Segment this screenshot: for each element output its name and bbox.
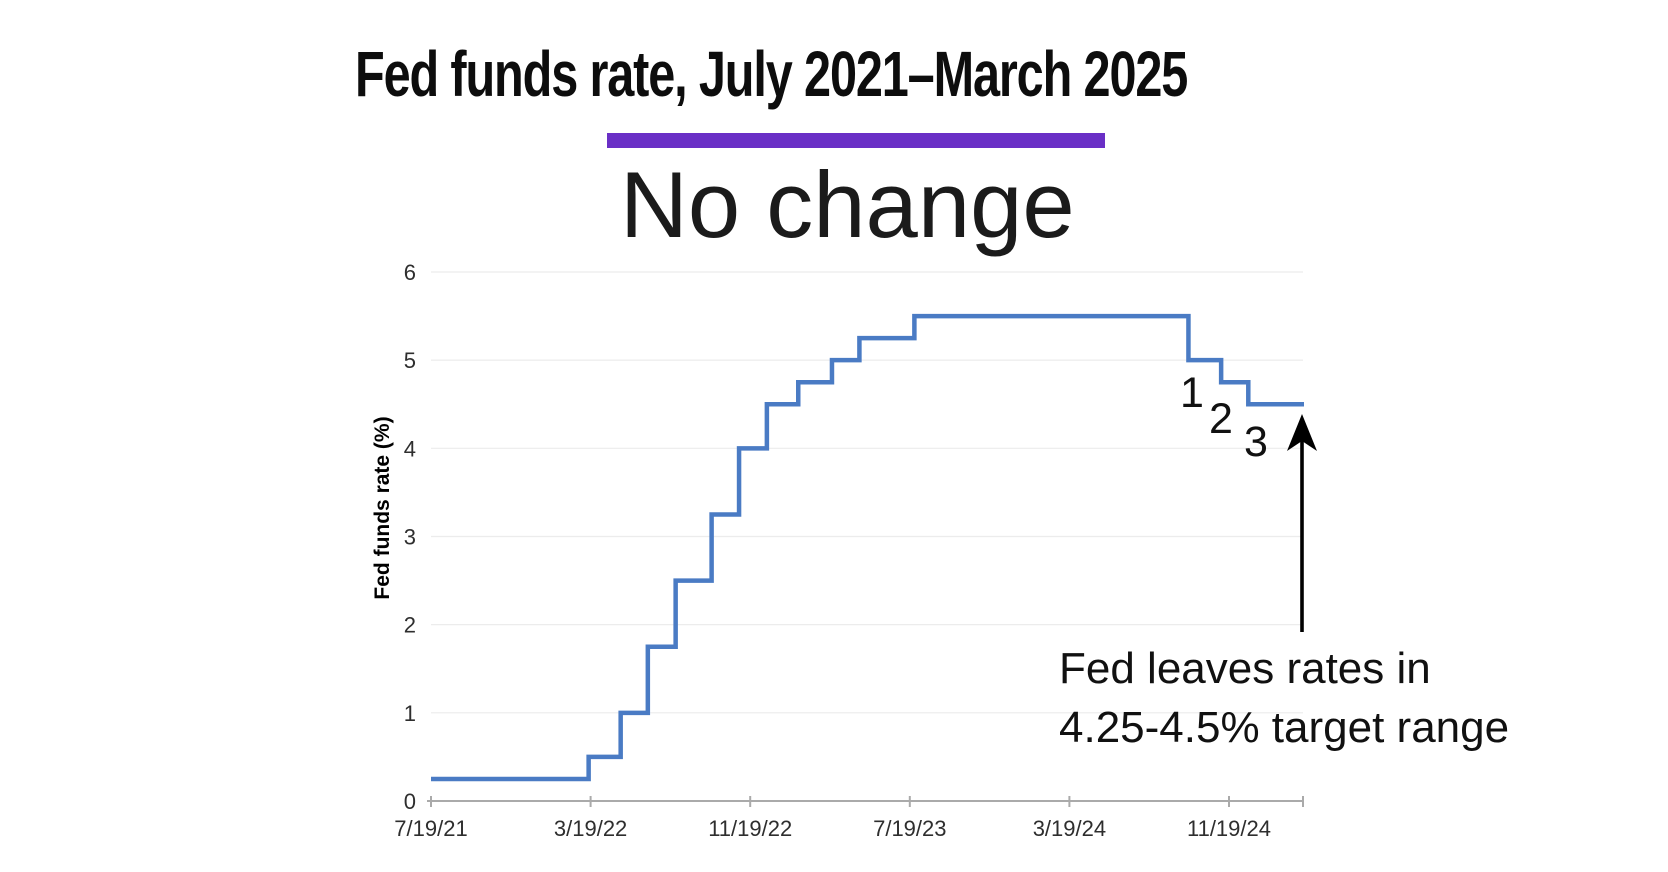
x-tick-labels: 7/19/21 3/19/22 11/19/22 7/19/23 3/19/24 11/1… [394, 816, 1271, 841]
gridlines [431, 271, 1303, 714]
y-tick-label: 5 [404, 348, 416, 373]
annotation-callout: Fed leaves rates in 4.25-4.5% target ran… [1059, 640, 1509, 757]
step-number-label: 3 [1244, 418, 1268, 466]
annotation-line-1: Fed leaves rates in [1059, 644, 1431, 693]
annotation-line-2: 4.25-4.5% target range [1059, 702, 1510, 752]
up-arrow-icon [1287, 414, 1317, 632]
rate-step-line [431, 313, 1304, 782]
x-tick-label: 3/19/24 [1033, 816, 1106, 841]
step-number-labels: 12 3 [1180, 369, 1268, 466]
accent-bar [607, 133, 1105, 148]
y-tick-label: 2 [404, 613, 416, 638]
y-tick-label: 1 [404, 701, 416, 726]
y-tick-label: 4 [404, 436, 416, 461]
subtitle-no-change: No change [620, 152, 1075, 257]
y-tick-labels: 0 1 2 3 4 5 6 [404, 260, 416, 814]
chart-title: Fed funds rate, July 2021–March 2025 [355, 38, 1188, 110]
step-number-label: 1 [1180, 369, 1204, 417]
x-axis [427, 796, 1304, 807]
x-tick-label: 7/19/21 [394, 816, 467, 841]
y-tick-label: 0 [404, 789, 416, 814]
y-tick-label: 6 [404, 260, 416, 285]
up-arrow-head [1287, 414, 1317, 451]
step-number-label: 2 [1209, 395, 1233, 443]
x-tick-label: 3/19/22 [554, 816, 627, 841]
x-tick-label: 11/19/24 [1187, 816, 1271, 841]
y-tick-label: 3 [404, 524, 416, 549]
x-tick-label: 7/19/23 [873, 816, 946, 841]
x-tick-label: 11/19/22 [708, 816, 792, 841]
